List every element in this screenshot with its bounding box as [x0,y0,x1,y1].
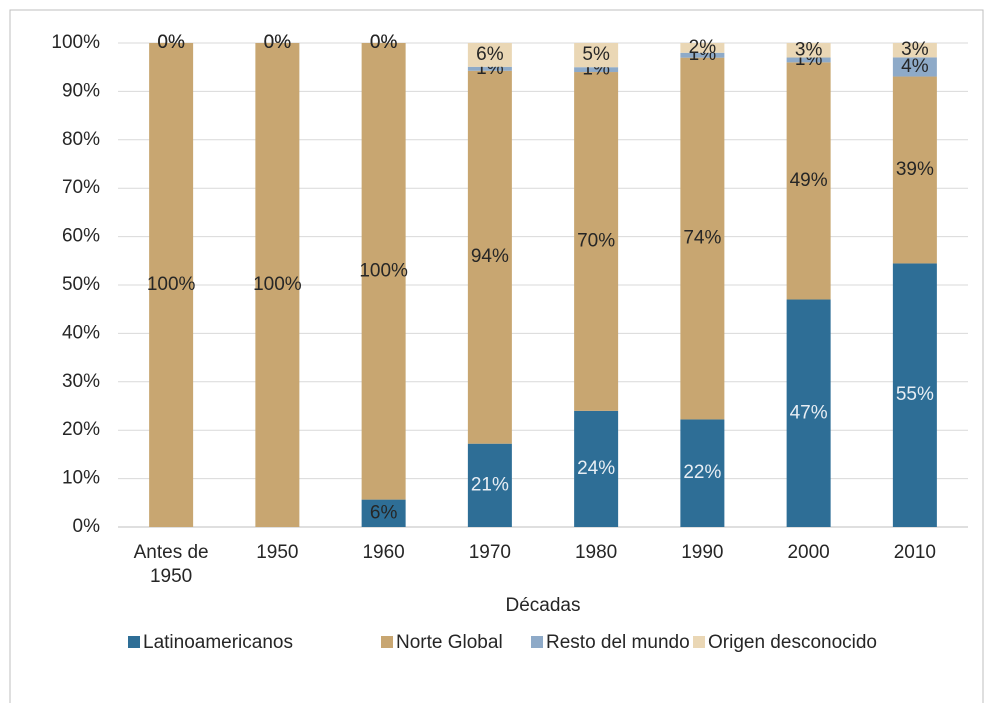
legend-swatch [128,636,140,648]
x-tick-label: 1990 [681,542,724,563]
legend-label: Norte Global [396,632,503,653]
bar-segment [467,43,512,67]
bar-segment [892,57,937,77]
bar-segment [680,57,725,420]
y-tick-label: 10% [62,468,100,489]
data-label: 100% [359,260,408,281]
bar-segment [361,43,406,500]
data-label: 0% [264,32,292,53]
data-label: 39% [896,159,934,180]
frame [9,9,984,703]
bar-segment [786,62,831,300]
data-label: 0% [370,32,398,53]
bar-segment [892,43,937,58]
bar-segment [255,43,300,527]
x-tick-label: 1980 [574,542,618,563]
data-label: 100% [147,274,196,295]
bar-segment [680,419,725,527]
data-label: 6% [370,502,398,523]
x-axis-title: Décadas [506,595,581,616]
bar-segment [574,43,619,68]
bar-segment [786,43,831,58]
legend-swatch [531,636,543,648]
data-label: 24% [577,458,615,479]
bar-segment [574,410,619,527]
bar-segment [467,443,512,527]
bar-segment [574,72,619,411]
bar-segment [892,263,937,527]
y-tick-label: 20% [62,419,100,440]
data-label: 3% [795,39,823,60]
data-label: 4% [901,56,929,77]
data-label: 49% [790,170,828,191]
x-tick-label: 1970 [468,542,512,563]
bar-segment [574,67,619,73]
data-label: 22% [683,462,721,483]
bar-segment [786,299,831,527]
y-tick-label: 40% [62,322,100,343]
bar-segment [892,76,937,264]
bar-segment [680,43,725,53]
y-tick-label: 60% [62,226,100,247]
bar-segment [467,70,512,444]
legend-swatch [381,636,393,648]
y-tick-label: 100% [51,32,100,53]
y-tick-label: 30% [62,371,100,392]
bar-segment [680,52,725,58]
data-label: 100% [253,274,302,295]
y-tick-label: 70% [62,177,100,198]
data-label: 2% [689,37,717,58]
bar-segment [361,499,406,527]
data-label: 94% [471,246,509,267]
data-label: 0% [370,32,398,53]
legend-label: Resto del mundo [546,632,690,653]
data-label: 3% [901,39,929,60]
legend-swatch [693,636,705,648]
x-tick-label: Antes de 1950 [133,542,209,587]
data-label: 0% [264,32,292,53]
x-tick-label: 1950 [256,542,299,563]
data-label: 0% [157,32,185,53]
y-tick-label: 90% [62,80,100,101]
bar-segment [149,43,194,527]
y-tick-label: 0% [73,516,101,537]
legend-label: Origen desconocido [708,632,877,653]
bar-segment [467,66,512,71]
x-tick-label: 1960 [362,542,405,563]
data-label: 5% [582,44,610,65]
x-tick-label: 2000 [787,542,830,563]
bar-segment [786,57,831,63]
data-label: 6% [476,44,504,65]
y-tick-label: 80% [62,129,100,150]
data-label: 47% [790,402,828,423]
data-label: 74% [683,228,721,249]
legend-label: Latinoamericanos [143,632,293,653]
y-tick-label: 50% [62,274,100,295]
data-label: 21% [471,474,509,495]
data-label: 70% [577,230,615,251]
data-label: 0% [157,32,185,53]
data-label: 55% [896,384,934,405]
x-tick-label: 2010 [893,542,937,563]
